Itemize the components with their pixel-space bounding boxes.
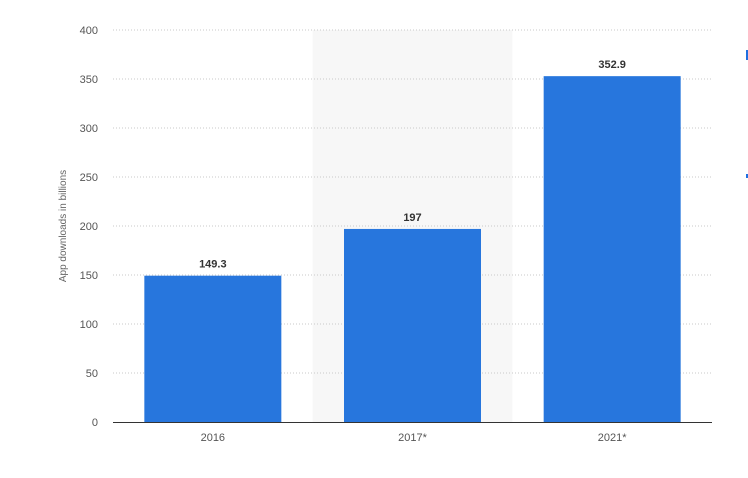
y-tick-label: 200	[80, 221, 98, 233]
y-tick-label: 0	[92, 417, 98, 429]
x-tick-label: 2021*	[598, 432, 627, 444]
y-axis-label: App downloads in billions	[58, 170, 69, 282]
data-label: 149.3	[199, 259, 227, 271]
y-tick-label: 400	[80, 25, 98, 37]
edge-marker-bottom	[746, 174, 748, 178]
y-tick-label: 300	[80, 123, 98, 135]
x-tick-label: 2016	[201, 432, 225, 444]
bars	[144, 76, 681, 423]
y-tick-label: 100	[80, 319, 98, 331]
x-axis-ticks: 2016 2017* 2021*	[201, 432, 628, 444]
bar-2016	[144, 275, 282, 422]
edge-marker-top	[746, 50, 748, 60]
y-tick-label: 150	[80, 270, 98, 282]
data-label: 352.9	[598, 59, 626, 71]
x-tick-label: 2017*	[398, 432, 427, 444]
y-tick-label: 350	[80, 74, 98, 86]
bar-2017	[344, 228, 481, 422]
bar-2021	[543, 76, 681, 423]
data-labels: 149.3 197 352.9	[199, 59, 626, 271]
data-label: 197	[403, 212, 421, 224]
y-tick-label: 250	[80, 172, 98, 184]
y-axis-ticks: 0 50 100 150 200 250 300 350 400	[80, 25, 98, 429]
y-tick-label: 50	[86, 368, 98, 380]
